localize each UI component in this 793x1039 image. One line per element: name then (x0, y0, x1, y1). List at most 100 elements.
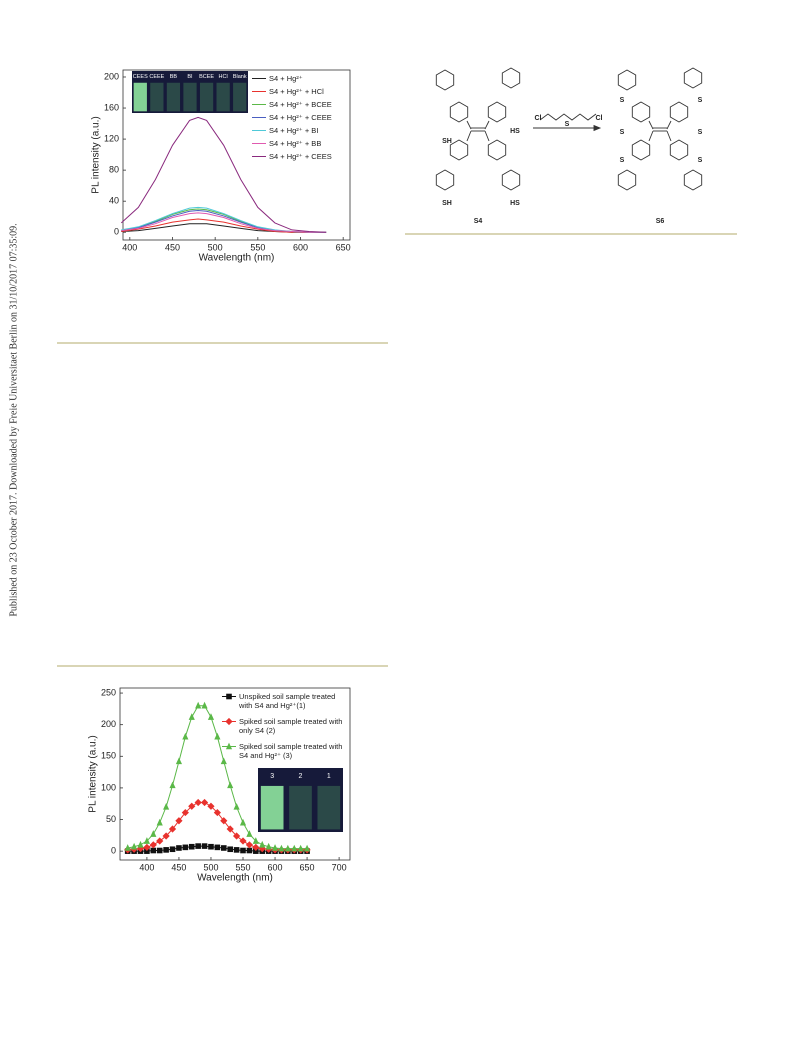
y-tick-label: 250 (101, 687, 116, 697)
vial (289, 785, 312, 830)
inset-label: 2 (299, 773, 303, 780)
legend-label: S4 + Hg²⁺ + BB (269, 139, 322, 148)
marker (143, 837, 150, 844)
marker (188, 713, 195, 720)
marker (271, 844, 279, 851)
marker (137, 840, 144, 848)
legend-entry: S4 + Hg²⁺ + CEES (269, 152, 332, 161)
ring (487, 139, 507, 161)
legend-label: Unspiked soil sample treated with S4 and… (239, 692, 336, 710)
legend-marker (226, 693, 232, 700)
chem-label: SH (442, 200, 452, 207)
marker (233, 802, 240, 810)
marker (220, 845, 227, 851)
x-tick-label: 500 (208, 242, 223, 252)
marker (194, 798, 202, 807)
legend-label: S4 + Hg²⁺ + BI (269, 126, 319, 135)
legend-entry: Spiked soil sample treated with S4 and H… (239, 742, 342, 760)
marker (176, 845, 182, 851)
vial (150, 82, 164, 112)
legend-entry: Spiked soil sample treated with only S4 … (239, 717, 342, 735)
x-tick-label: 700 (332, 862, 347, 872)
marker (227, 846, 233, 853)
chem-label: HS (510, 128, 520, 135)
x-tick-label: 600 (268, 862, 283, 872)
chem-label: S (565, 121, 570, 128)
reagent-chain (539, 113, 597, 121)
x-tick-label: 450 (171, 862, 186, 872)
vial (133, 82, 147, 112)
ring (501, 67, 521, 89)
marker (124, 844, 131, 851)
inset-label: 1 (327, 773, 331, 780)
marker (156, 818, 163, 826)
y-tick-label: 40 (109, 196, 119, 206)
bond (466, 130, 472, 142)
legend-label: S4 + Hg²⁺ + HCl (269, 87, 324, 96)
marker (175, 757, 183, 765)
y-axis-label: PL intensity (a.u.) (88, 735, 99, 812)
x-tick-label: 550 (235, 862, 250, 872)
inset-label: HCl (219, 74, 228, 80)
chem-label: S (698, 129, 703, 136)
bond (666, 120, 672, 130)
bond (484, 120, 490, 130)
chem-label: Cl (596, 115, 603, 122)
x-tick-label: 450 (165, 242, 180, 252)
marker (143, 843, 151, 851)
legend-marker (225, 717, 233, 726)
marker (303, 844, 311, 852)
inset-label: Blank (233, 74, 247, 80)
ring (449, 139, 469, 161)
marker (188, 843, 195, 850)
x-tick-label: 650 (300, 862, 315, 872)
y-tick-label: 200 (101, 719, 116, 729)
marker (175, 817, 183, 825)
ring (669, 101, 689, 123)
y-tick-label: 150 (101, 751, 116, 761)
marker (278, 844, 285, 852)
plot-frame (122, 69, 351, 241)
vial (183, 82, 197, 112)
arrow-head (593, 124, 602, 132)
x-tick-label: 550 (250, 242, 265, 252)
x-axis-label: Wavelength (nm) (199, 253, 275, 264)
x-tick-label: 400 (122, 242, 137, 252)
y-tick-label: 0 (111, 846, 116, 856)
legend-entry: S4 + Hg²⁺ + BB (269, 139, 322, 148)
bond (648, 130, 654, 142)
marker (200, 798, 209, 807)
marker (201, 843, 208, 849)
inset-label: CEEE (149, 74, 164, 80)
inset-label: BI (187, 74, 193, 80)
ring (669, 139, 689, 161)
ring (631, 101, 651, 123)
marker (245, 841, 254, 849)
y-tick-label: 80 (109, 165, 119, 175)
marker (163, 802, 170, 810)
bond (648, 120, 654, 130)
inset-label: BCEE (199, 74, 214, 80)
legend-label: S4 + Hg²⁺ + CEES (269, 152, 332, 161)
inset-label: 3 (270, 773, 274, 780)
side-note: Published on 23 October 2017. Downloaded… (8, 223, 19, 616)
legend-entry: Unspiked soil sample treated with S4 and… (239, 692, 336, 710)
ring (449, 101, 469, 123)
y-axis-label: PL intensity (a.u.) (91, 116, 102, 193)
chem-label: Cl (535, 115, 542, 122)
marker (162, 832, 170, 840)
marker (207, 802, 215, 810)
marker (291, 844, 298, 852)
bond (484, 130, 490, 142)
legend-entry: S4 + Hg²⁺ + BCEE (269, 100, 332, 109)
legend-entry: S4 + Hg²⁺ + BI (269, 126, 319, 135)
ring (435, 169, 455, 191)
marker (246, 830, 253, 837)
chem-label: HS (510, 200, 520, 207)
series-line (121, 212, 327, 233)
vial (317, 785, 341, 830)
marker (168, 825, 177, 833)
ring (631, 139, 651, 161)
